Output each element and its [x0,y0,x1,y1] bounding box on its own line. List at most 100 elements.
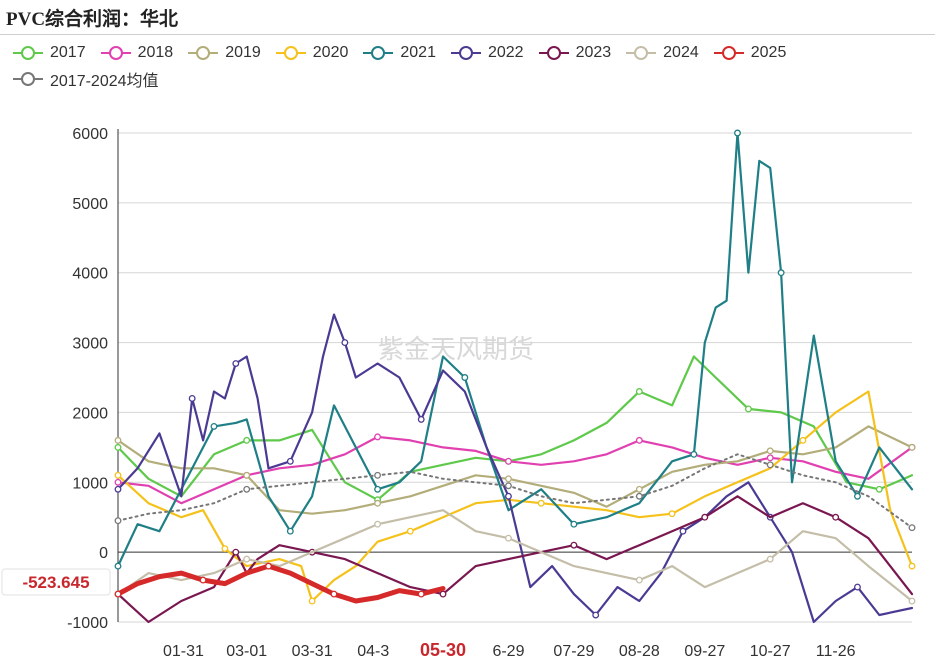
legend-line-circle-icon [188,46,219,60]
series-point [374,499,382,507]
series-point [286,527,294,535]
legend-label: 2021 [400,44,436,61]
series-point [286,457,294,465]
series-point [114,590,122,598]
series-point [570,520,578,528]
series-point [243,471,251,479]
series-point [505,457,512,465]
series-point [374,433,382,441]
legend-item-0[interactable]: 2017 [12,40,86,66]
series-point [854,492,861,500]
y-tick-label: -1000 [67,615,108,632]
series-point [114,485,122,493]
legend-label: 2019 [225,44,261,61]
series-point [908,597,916,605]
legend-item-6[interactable]: 2023 [538,40,611,66]
series-point [766,555,774,563]
legend-item-7[interactable]: 2024 [625,40,699,66]
legend-item-2[interactable]: 2019 [187,40,261,66]
series-point [114,443,122,451]
series-point [537,499,545,507]
series-point [374,471,382,479]
current-value-badge: -523.645 [1,568,111,596]
series-point [766,461,774,469]
x-tick-label: 09-27 [684,643,725,660]
y-tick-label: 5000 [72,196,108,213]
chart-legend: 2017 2018 2019 2020 2021 2022 2023 2024 2025 2017… [12,40,932,92]
legend-label: 2022 [487,44,524,61]
series-point [243,555,251,563]
legend-label: 2025 [750,44,787,61]
y-tick-label: 4000 [72,266,108,283]
x-axis-ticks: 01-31 03-01 03-31 04-3 05-30 6-29 07-29 08-28 09… [163,640,856,660]
series-point [232,360,240,367]
series-point [766,447,774,455]
legend-item-9[interactable]: 2017-2024均值 [12,66,159,92]
page-title: PVC综合利润：华北 [6,9,179,30]
series-point [417,415,425,423]
title-divider [0,34,935,35]
y-tick-label: 6000 [72,126,108,143]
series-point [592,611,600,619]
series-lines [114,129,916,624]
series-line-4 [116,131,914,568]
series-point [734,129,741,137]
current-value-label: -523.645 [22,573,89,592]
series-point [232,548,240,556]
legend-item-8[interactable]: 2025 [713,40,787,66]
series-point [635,436,643,444]
y-axis-ticks: -1000 0 1000 2000 3000 4000 5000 6000 [67,126,108,632]
x-tick-label: 6-29 [492,643,524,660]
series-point [668,510,676,518]
series-line-5 [116,313,914,624]
legend-line-circle-icon [363,46,394,60]
series-point [635,388,643,395]
series-point [406,527,414,535]
series-point [766,454,774,462]
series-point [417,590,425,598]
legend-line-circle-icon [538,46,569,60]
y-tick-label: 0 [99,545,108,562]
series-point [854,583,861,591]
x-tick-label: 01-31 [163,643,204,660]
series-line-8 [115,563,446,604]
series-point [875,485,883,493]
legend-label: 2020 [312,44,349,61]
x-tick-label: 08-28 [619,643,660,660]
series-point [374,485,382,493]
series-point [908,562,916,570]
series-point [505,482,512,490]
series-point [505,534,512,542]
series-point [114,471,122,479]
series-point [114,478,122,486]
legend-item-1[interactable]: 2018 [100,40,174,66]
series-line-9 [117,453,913,529]
series-point [570,541,578,549]
legend-line-circle-icon [13,72,43,86]
series-point [635,576,643,584]
series-point [188,395,196,402]
legend-line-circle-icon [713,46,744,60]
legend-label: 2017 [50,44,86,61]
legend-item-4[interactable]: 2021 [362,40,436,66]
series-point [114,436,122,444]
watermark: 紫金天风期货 [378,334,534,364]
y-tick-label: 2000 [72,405,108,422]
legend-line-circle-icon [450,46,481,60]
series-point [744,405,752,413]
series-point [701,513,709,521]
series-point [210,422,218,430]
series-point [679,527,687,535]
series-point [908,443,916,451]
series-point [243,436,251,444]
legend-item-5[interactable]: 2022 [450,40,524,66]
y-tick-label: 3000 [72,336,108,353]
grid-lines [118,132,912,623]
legend-item-3[interactable]: 2020 [275,40,349,66]
series-point [635,485,643,493]
legend-label: 2018 [137,44,174,61]
series-point [690,450,698,458]
series-point [374,520,382,528]
x-tick-label: 03-31 [292,643,333,660]
legend-label: 2024 [663,44,699,61]
